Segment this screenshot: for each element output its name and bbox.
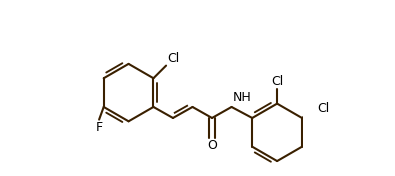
Text: Cl: Cl <box>167 52 179 65</box>
Text: O: O <box>207 139 217 152</box>
Text: Cl: Cl <box>271 75 283 87</box>
Text: NH: NH <box>233 91 252 104</box>
Text: Cl: Cl <box>317 102 329 115</box>
Text: F: F <box>96 121 103 134</box>
